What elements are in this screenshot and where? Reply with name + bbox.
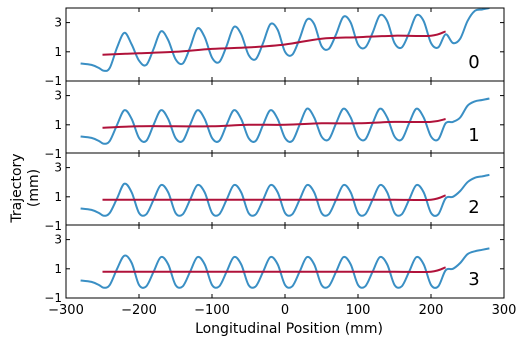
oscillation-line	[80, 97, 490, 145]
y-tick-label: 1	[54, 45, 62, 59]
x-tick-label: 200	[419, 303, 444, 318]
mean-line	[102, 266, 446, 274]
panel-label: 3	[468, 269, 479, 290]
y-axis-title-line2: (mm)	[26, 169, 42, 207]
y-tick-label: 3	[54, 233, 62, 247]
panel-label: 0	[468, 52, 479, 73]
y-tick-label: 1	[54, 118, 62, 132]
panel-label: 1	[468, 125, 479, 146]
x-tick-label: −100	[194, 303, 230, 318]
panel-background	[66, 81, 504, 154]
y-tick-label: 3	[54, 89, 62, 103]
x-tick-label: −200	[121, 303, 157, 318]
y-tick-label: 1	[54, 190, 62, 204]
x-axis-title: Longitudinal Position (mm)	[195, 321, 383, 337]
y-tick-label: −1	[44, 219, 62, 233]
panel-0: −1 1 3 0	[44, 7, 505, 88]
y-tick-label: 3	[54, 161, 62, 175]
x-tick-label: −300	[48, 303, 84, 318]
x-tick-label: 100	[346, 303, 371, 318]
panel-1: −1 1 3 1	[44, 80, 505, 161]
y-axis-title-line1: Trajectory	[9, 153, 25, 223]
mean-line	[102, 118, 446, 129]
panel-frame	[65, 224, 505, 299]
mean-line	[102, 30, 446, 56]
oscillation-line	[80, 247, 490, 289]
y-tick-label: 3	[54, 16, 62, 30]
oscillation-line	[80, 8, 490, 72]
y-tick-label: −1	[44, 147, 62, 161]
y-tick-label: 1	[54, 262, 62, 276]
y-tick-label: −1	[44, 74, 62, 88]
panels-group: −1 1 3 0 −1 1 3 1 −1 1 3 2 −1 1 3 3	[44, 7, 505, 305]
x-tick-label: 0	[281, 303, 289, 318]
mean-line	[102, 194, 446, 202]
panel-label: 2	[468, 197, 479, 218]
panel-2: −1 1 3 2	[44, 152, 505, 233]
panel-3: −1 1 3 3	[44, 224, 505, 305]
y-tick-label: −1	[44, 291, 62, 305]
x-axis: −300 −200 −100 0 100 200 300	[48, 303, 516, 318]
oscillation-line	[80, 173, 490, 217]
x-tick-label: 300	[492, 303, 517, 318]
